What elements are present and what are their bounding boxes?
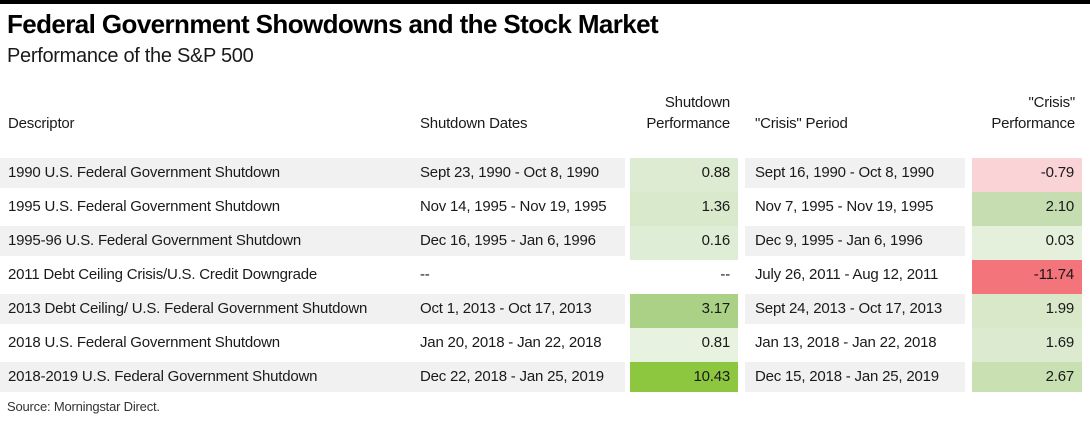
table-row: 2018 U.S. Federal Government Shutdown Ja… [0, 328, 1090, 362]
crisis-period-cell: Dec 9, 1995 - Jan 6, 1996 [755, 232, 923, 249]
crisis-performance-cell: 2.10 [972, 192, 1082, 226]
crisis-performance-cell: -0.79 [972, 158, 1082, 192]
column-header-shutdown-dates: Shutdown Dates [420, 115, 528, 132]
shutdown-dates-cell: Dec 22, 2018 - Jan 25, 2019 [420, 368, 604, 385]
crisis-performance-cell: 0.03 [972, 226, 1082, 260]
table-row: 2011 Debt Ceiling Crisis/U.S. Credit Dow… [0, 260, 1090, 294]
shutdown-performance-cell: 3.17 [630, 294, 738, 328]
crisis-period-cell: Jan 13, 2018 - Jan 22, 2018 [755, 334, 937, 351]
column-header-crisis-performance: "Crisis" Performance [991, 92, 1075, 134]
crisis-period-cell: Sept 24, 2013 - Oct 17, 2013 [755, 300, 943, 317]
figure-title: Federal Government Showdowns and the Sto… [7, 9, 659, 39]
shutdown-performance-cell: 10.43 [630, 362, 738, 392]
descriptor-cell: 1990 U.S. Federal Government Shutdown [8, 164, 280, 181]
crisis-performance-cell: 2.67 [972, 362, 1082, 392]
row-stripe-left [0, 294, 625, 324]
crisis-period-cell: Nov 7, 1995 - Nov 19, 1995 [755, 198, 934, 215]
descriptor-cell: 1995-96 U.S. Federal Government Shutdown [8, 232, 302, 249]
column-header-crisis-period: "Crisis" Period [755, 115, 848, 132]
shutdown-dates-cell: Sept 23, 1990 - Oct 8, 1990 [420, 164, 599, 181]
table-row: 2013 Debt Ceiling/ U.S. Federal Governme… [0, 294, 1090, 328]
shutdown-performance-cell: 0.81 [630, 328, 738, 362]
table-row: 1990 U.S. Federal Government Shutdown Se… [0, 158, 1090, 192]
crisis-performance-cell: 1.69 [972, 328, 1082, 362]
crisis-period-cell: Sept 16, 1990 - Oct 8, 1990 [755, 164, 934, 181]
descriptor-cell: 2018 U.S. Federal Government Shutdown [8, 334, 280, 351]
column-header-descriptor: Descriptor [8, 115, 75, 132]
row-stripe-left [0, 158, 625, 188]
row-stripe-right [745, 294, 965, 324]
source-note: Source: Morningstar Direct. [7, 399, 160, 414]
row-stripe-right [745, 362, 965, 392]
shutdown-performance-cell: 1.36 [630, 192, 738, 226]
row-stripe-right [745, 158, 965, 188]
shutdown-dates-cell: -- [420, 266, 430, 283]
crisis-performance-cell: 1.99 [972, 294, 1082, 328]
column-header-shutdown-performance-line1: Shutdown [664, 94, 730, 111]
descriptor-cell: 1995 U.S. Federal Government Shutdown [8, 198, 280, 215]
shutdown-performance-cell: 0.16 [630, 226, 738, 260]
descriptor-cell: 2018-2019 U.S. Federal Government Shutdo… [8, 368, 318, 385]
crisis-performance-cell: -11.74 [972, 260, 1082, 294]
figure-subtitle: Performance of the S&P 500 [7, 45, 254, 67]
shutdown-dates-cell: Oct 1, 2013 - Oct 17, 2013 [420, 300, 592, 317]
table-row: 2018-2019 U.S. Federal Government Shutdo… [0, 362, 1090, 392]
row-stripe-left [0, 226, 625, 256]
descriptor-cell: 2011 Debt Ceiling Crisis/U.S. Credit Dow… [8, 266, 317, 283]
shutdown-dates-cell: Dec 16, 1995 - Jan 6, 1996 [420, 232, 596, 249]
column-header-crisis-performance-line2: Performance [991, 115, 1075, 132]
shutdown-dates-cell: Nov 14, 1995 - Nov 19, 1995 [420, 198, 607, 215]
table-row: 1995 U.S. Federal Government Shutdown No… [0, 192, 1090, 226]
top-accent-bar [0, 0, 1090, 4]
crisis-period-cell: July 26, 2011 - Aug 12, 2011 [755, 266, 939, 283]
column-header-shutdown-performance: Shutdown Performance [646, 92, 730, 134]
crisis-period-cell: Dec 15, 2018 - Jan 25, 2019 [755, 368, 939, 385]
descriptor-cell: 2013 Debt Ceiling/ U.S. Federal Governme… [8, 300, 368, 317]
table-body: 1990 U.S. Federal Government Shutdown Se… [0, 158, 1090, 396]
column-header-shutdown-performance-line2: Performance [646, 115, 730, 132]
shutdown-performance-cell: -- [630, 260, 738, 294]
shutdown-dates-cell: Jan 20, 2018 - Jan 22, 2018 [420, 334, 602, 351]
row-stripe-right [745, 226, 965, 256]
column-header-crisis-performance-line1: "Crisis" [1028, 94, 1075, 111]
table-row: 1995-96 U.S. Federal Government Shutdown… [0, 226, 1090, 260]
row-stripe-left [0, 362, 625, 392]
shutdown-performance-cell: 0.88 [630, 158, 738, 192]
